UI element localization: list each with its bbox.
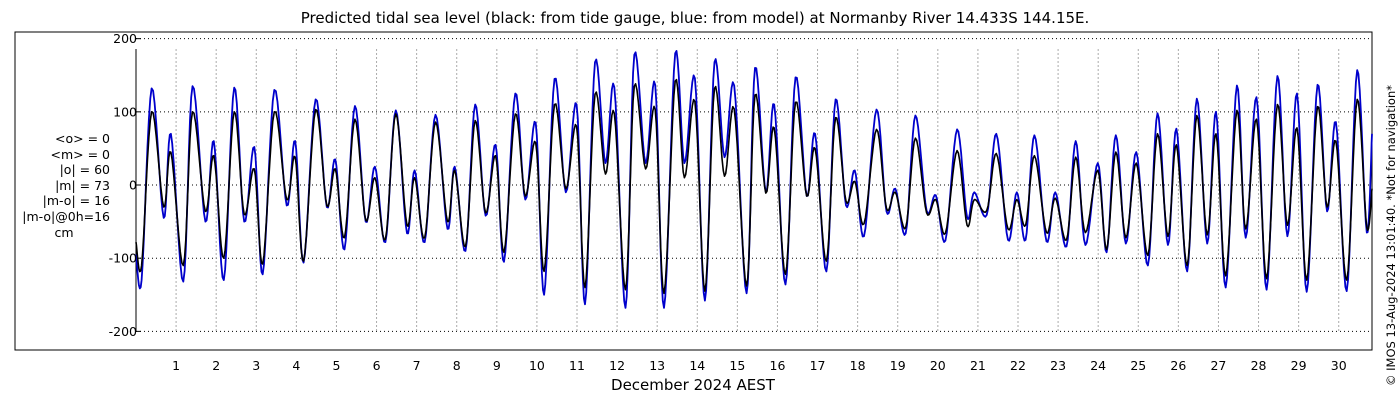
- x-tick-label: 8: [453, 358, 461, 373]
- x-tick-label: 26: [1170, 358, 1186, 373]
- x-tick-label: 19: [890, 358, 906, 373]
- x-tick-label: 1: [172, 358, 180, 373]
- x-tick-label: 30: [1331, 358, 1347, 373]
- stat-mean-model: <m> = 0: [50, 146, 111, 162]
- x-tick-label: 3: [252, 358, 260, 373]
- x-tick-label: 28: [1251, 358, 1267, 373]
- x-tick-label: 12: [609, 358, 625, 373]
- x-tick-label: 2: [212, 358, 220, 373]
- stats-panel: <o> = 0 <m> = 0 |o| = 60 |m| = 73 |m-o| …: [4, 131, 110, 240]
- x-axis-label: December 2024 AEST: [611, 376, 776, 394]
- x-tick-label: 18: [850, 358, 866, 373]
- x-tick-label: 10: [529, 358, 545, 373]
- x-tick-label: 11: [569, 358, 585, 373]
- stat-abs-model: |m| = 73: [55, 177, 110, 193]
- stat-abs-diff-0h: |m-o|@0h=16: [22, 208, 110, 224]
- y-tick-label: -100: [109, 251, 137, 266]
- stat-abs-diff: |m-o| = 16: [42, 193, 110, 209]
- x-tick-label: 25: [1130, 358, 1146, 373]
- x-tick-label: 22: [1010, 358, 1026, 373]
- x-tick-label: 16: [770, 358, 786, 373]
- x-tick-label: 24: [1090, 358, 1106, 373]
- x-tick-label: 17: [810, 358, 826, 373]
- stat-abs-obs: |o| = 60: [59, 162, 110, 178]
- x-tick-label: 14: [689, 358, 705, 373]
- x-tick-label: 27: [1210, 358, 1226, 373]
- y-tick-label: 200: [113, 31, 137, 46]
- stat-unit: cm: [54, 224, 74, 240]
- x-tick-label: 6: [373, 358, 381, 373]
- x-tick-label: 5: [332, 358, 340, 373]
- x-tick-label: 4: [292, 358, 300, 373]
- y-tick-label: 0: [129, 178, 137, 193]
- series-line-model: [135, 50, 1373, 309]
- y-tick-label: -200: [109, 324, 137, 339]
- x-tick-label: 15: [729, 358, 745, 373]
- x-tick-label: 21: [970, 358, 986, 373]
- x-tick-label: 7: [413, 358, 421, 373]
- x-tick-label: 13: [649, 358, 665, 373]
- series-line-tide-gauge: [135, 78, 1373, 295]
- x-tick-label: 9: [493, 358, 501, 373]
- series: [135, 50, 1373, 309]
- x-tick-label: 20: [930, 358, 946, 373]
- stat-mean-obs: <o> = 0: [55, 131, 110, 146]
- chart-title: Predicted tidal sea level (black: from t…: [300, 9, 1090, 27]
- y-tick-label: 100: [113, 104, 137, 119]
- x-tick-label: 29: [1291, 358, 1307, 373]
- x-tick-label: 23: [1050, 358, 1066, 373]
